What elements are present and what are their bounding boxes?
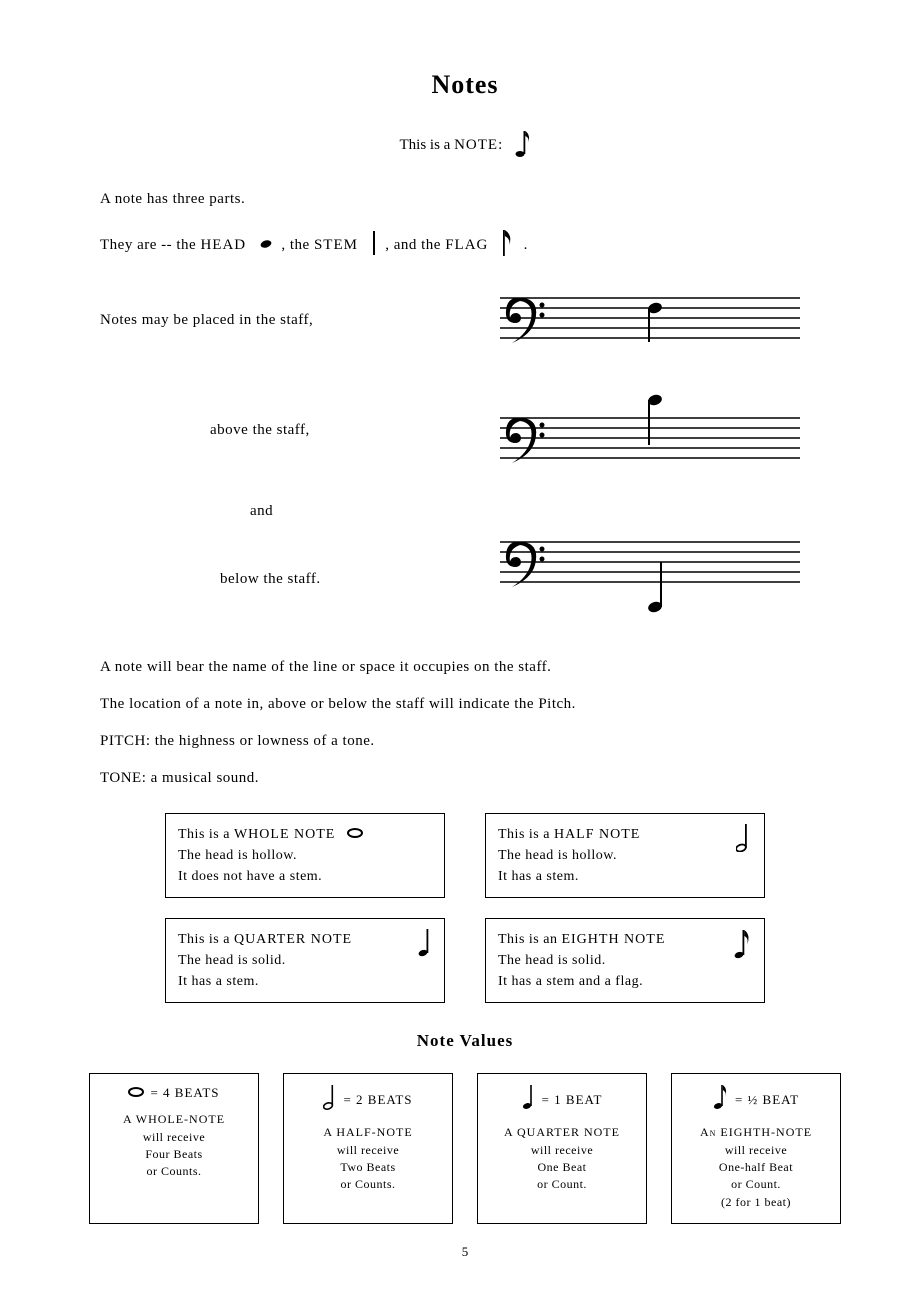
value-quarter-box: = 1 BEAT A QUARTER NOTE will receive One…: [477, 1073, 647, 1224]
value-half-name: A HALF-NOTE: [292, 1124, 444, 1141]
parts-intro: A note has three parts.: [100, 191, 850, 208]
staff-label-in: Notes may be placed in the staff,: [100, 312, 313, 329]
value-whole-box: = 4 BEATS A WHOLE-NOTE will receive Four…: [89, 1073, 259, 1224]
note-values-heading: Note Values: [80, 1031, 850, 1051]
value-whole-count: Four Beats: [98, 1146, 250, 1163]
value-eighth-extra: (2 for 1 beat): [680, 1194, 832, 1211]
intro-prefix: This is a: [399, 137, 454, 153]
eighth-note-box: This is an EIGHTH NOTE The head is solid…: [485, 918, 765, 1003]
staff-above-icon: [500, 388, 800, 473]
value-whole-receive: will receive: [98, 1129, 250, 1146]
half-l1a: This is a: [498, 827, 554, 842]
staff-row-below: below the staff.: [100, 532, 850, 627]
value-half-icon: [323, 1084, 337, 1116]
eighth-note-box-icon: [734, 927, 752, 966]
half-l3: It has a stem.: [498, 869, 579, 884]
note-stem-icon: [371, 231, 377, 260]
eighth-l3: It has a stem and a flag.: [498, 974, 643, 989]
staff-row-and: and: [100, 503, 850, 520]
stem-term: STEM: [314, 237, 358, 253]
quarter-note-box: This is a QUARTER NOTE The head is solid…: [165, 918, 445, 1003]
staff-row-in: Notes may be placed in the staff,: [100, 283, 850, 358]
staff-below-icon: [500, 532, 800, 627]
staff-in-icon: [500, 283, 800, 358]
def-occupies: A note will bear the name of the line or…: [100, 657, 830, 678]
quarter-note-icon: [418, 927, 432, 964]
staff-label-below: below the staff.: [220, 571, 321, 588]
flag-term: FLAG: [445, 237, 488, 253]
half-l1b: HALF NOTE: [554, 827, 640, 842]
value-quarter-count: One Beat: [486, 1159, 638, 1176]
value-quarter-receive: will receive: [486, 1142, 638, 1159]
note-head-icon: [259, 237, 273, 254]
value-eighth-icon: [713, 1084, 729, 1116]
quarter-l2: The head is solid.: [178, 953, 286, 968]
quarter-l1b: QUARTER NOTE: [234, 932, 352, 947]
page: Notes This is a NOTE: A note has three p…: [0, 0, 900, 1300]
eighth-note-icon: [515, 128, 531, 163]
parts-prefix: They are -- the: [100, 237, 200, 253]
page-title: Notes: [80, 70, 850, 100]
value-eighth-name: An EIGHTH-NOTE: [680, 1124, 832, 1141]
def-pitch: PITCH: the highness or lowness of a tone…: [100, 731, 830, 752]
value-boxes: = 4 BEATS A WHOLE-NOTE will receive Four…: [80, 1073, 850, 1224]
whole-l2: The head is hollow.: [178, 848, 297, 863]
value-eighth-box: = ½ BEAT An EIGHTH-NOTE will receive One…: [671, 1073, 841, 1224]
value-half-eq: = 2 BEATS: [343, 1091, 412, 1110]
value-half-receive: will receive: [292, 1142, 444, 1159]
parts-line: They are -- the HEAD , the STEM , and th…: [100, 230, 850, 261]
value-whole-or: or Counts.: [98, 1163, 250, 1180]
staff-label-above: above the staff,: [210, 422, 310, 439]
staff-row-above: above the staff,: [100, 388, 850, 473]
half-l2: The head is hollow.: [498, 848, 617, 863]
value-half-or: or Counts.: [292, 1176, 444, 1193]
value-eighth-count: One-half Beat: [680, 1159, 832, 1176]
staff-label-and: and: [250, 503, 273, 520]
whole-l3: It does not have a stem.: [178, 869, 322, 884]
note-boxes: This is a WHOLE NOTE The head is hollow.…: [80, 813, 850, 1003]
intro-line: This is a NOTE:: [80, 128, 850, 163]
eighth-l2: The head is solid.: [498, 953, 606, 968]
value-eighth-eq: = ½ BEAT: [735, 1091, 799, 1110]
half-note-icon: [736, 822, 752, 859]
value-half-box: = 2 BEATS A HALF-NOTE will receive Two B…: [283, 1073, 453, 1224]
def-location: The location of a note in, above or belo…: [100, 694, 830, 715]
page-number: 5: [80, 1244, 850, 1260]
eighth-l1b: EIGHTH NOTE: [561, 932, 665, 947]
def-tone: TONE: a musical sound.: [100, 768, 830, 789]
value-quarter-or: or Count.: [486, 1176, 638, 1193]
value-whole-icon: [128, 1084, 144, 1103]
half-note-box: This is a HALF NOTE The head is hollow. …: [485, 813, 765, 898]
whole-l1b: WHOLE NOTE: [234, 827, 335, 842]
value-whole-name: A WHOLE-NOTE: [98, 1111, 250, 1128]
whole-l1a: This is a: [178, 827, 234, 842]
value-whole-eq: = 4 BEATS: [150, 1084, 219, 1103]
value-eighth-or: or Count.: [680, 1176, 832, 1193]
quarter-l1a: This is a: [178, 932, 234, 947]
whole-note-box: This is a WHOLE NOTE The head is hollow.…: [165, 813, 445, 898]
whole-note-icon: [347, 824, 363, 845]
value-half-count: Two Beats: [292, 1159, 444, 1176]
head-term: HEAD: [200, 237, 246, 253]
value-quarter-eq: = 1 BEAT: [542, 1091, 603, 1110]
quarter-l3: It has a stem.: [178, 974, 259, 989]
value-quarter-name: A QUARTER NOTE: [486, 1124, 638, 1141]
eighth-l1a: This is an: [498, 932, 561, 947]
note-flag-icon: [501, 230, 515, 261]
value-quarter-icon: [522, 1084, 536, 1116]
intro-term: NOTE:: [454, 137, 503, 153]
value-eighth-receive: will receive: [680, 1142, 832, 1159]
